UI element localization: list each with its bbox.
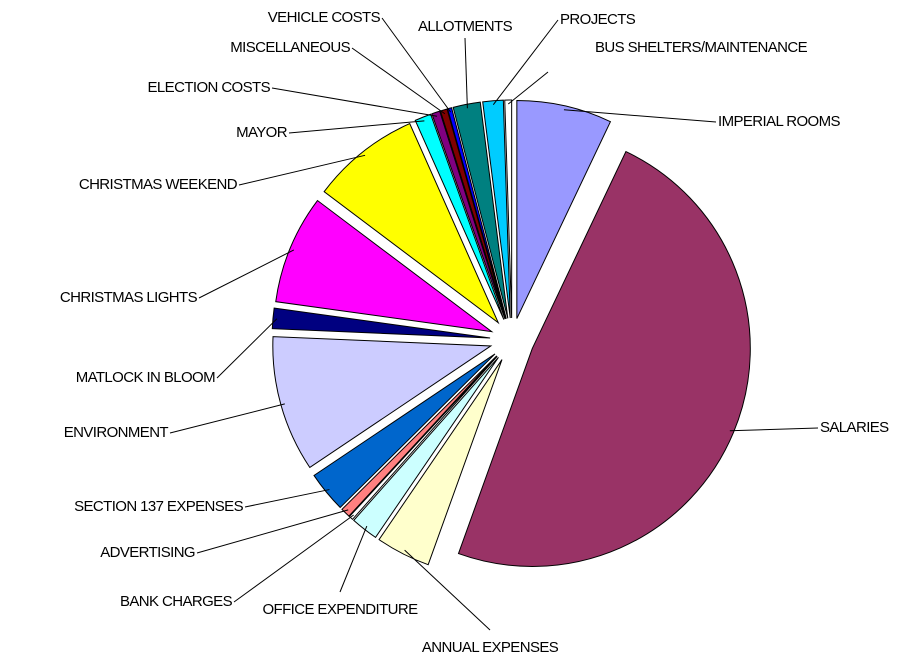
slice-label: PROJECTS xyxy=(560,11,636,28)
slice-label: IMPERIAL ROOMS xyxy=(718,113,840,130)
leader-line xyxy=(464,37,468,109)
slice-label: CHRISTMAS LIGHTS xyxy=(60,289,198,306)
slice-label: SALARIES xyxy=(820,419,889,436)
leader-line xyxy=(169,403,285,434)
pie-slice xyxy=(457,150,751,567)
pie-slice xyxy=(323,122,500,325)
leader-line xyxy=(288,120,425,134)
slice-label: VEHICLE COSTS xyxy=(268,9,381,26)
leader-line xyxy=(381,17,452,113)
slice-label: BUS SHELTERS/MAINTENANCE xyxy=(594,39,808,56)
slice-label: OFFICE EXPENDITURE xyxy=(262,601,418,618)
leader-line xyxy=(233,514,354,603)
pie-slice xyxy=(275,199,494,333)
pie-slice xyxy=(446,107,507,319)
pie-slice xyxy=(504,99,513,319)
leader-line xyxy=(271,87,438,117)
slice-label: MISCELLANEOUS xyxy=(230,39,350,56)
pie-slice xyxy=(341,355,498,517)
pie-slice xyxy=(516,100,612,319)
pie-slice xyxy=(378,359,503,566)
leader-line xyxy=(729,427,819,432)
pie-slice xyxy=(353,357,499,539)
pie-slice xyxy=(431,110,506,320)
pie-slice xyxy=(348,355,498,521)
pie-slice xyxy=(482,99,511,319)
slice-label: BANK CHARGES xyxy=(120,593,233,610)
leader-line xyxy=(196,509,349,554)
slice-label: ENVIRONMENT xyxy=(64,424,169,441)
slice-label: CHRISTMAS WEEKEND xyxy=(79,176,238,193)
leader-line xyxy=(238,154,366,186)
leader-line xyxy=(351,47,446,115)
pie-slice xyxy=(452,101,509,319)
slice-label: ADVERTISING xyxy=(100,544,195,561)
slice-label: ALLOTMENTS xyxy=(418,18,513,35)
slice-label: SECTION 137 EXPENSES xyxy=(74,498,243,515)
leader-line xyxy=(563,109,717,123)
slice-label: MAYOR xyxy=(236,124,288,141)
slice-label: ANNUAL EXPENSES xyxy=(422,639,559,656)
leader-line xyxy=(404,549,491,631)
pie-slice xyxy=(271,307,491,339)
leader-line xyxy=(492,19,559,106)
leader-line xyxy=(339,525,368,593)
pie-slice xyxy=(414,113,505,320)
leader-line xyxy=(198,249,295,299)
leader-line xyxy=(244,489,330,508)
slice-label: MATLOCK IN BLOOM xyxy=(76,369,215,386)
leader-line xyxy=(507,71,549,105)
leader-line xyxy=(216,318,278,379)
slice-label: ELECTION COSTS xyxy=(148,79,271,96)
pie-slice xyxy=(313,353,496,509)
